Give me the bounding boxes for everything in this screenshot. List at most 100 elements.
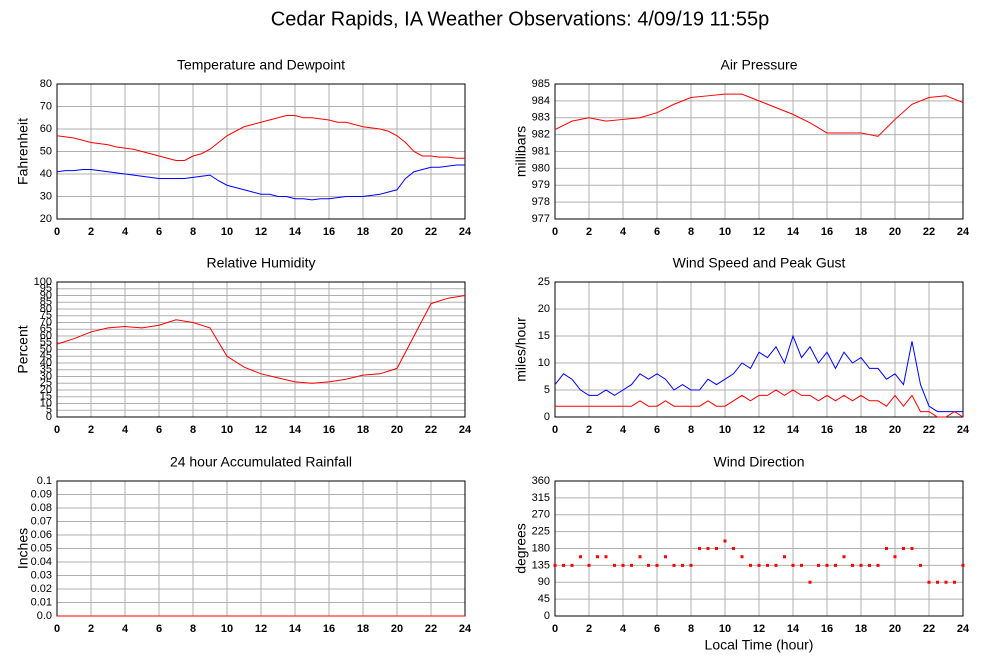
x-tick-label: 2 bbox=[88, 424, 94, 436]
point bbox=[902, 547, 905, 550]
plot-border bbox=[56, 281, 466, 418]
point bbox=[893, 555, 897, 559]
x-tick-label: 20 bbox=[391, 226, 403, 238]
point bbox=[953, 580, 956, 584]
point bbox=[553, 563, 557, 567]
x-tick-label: 0 bbox=[552, 623, 558, 635]
point bbox=[604, 555, 608, 559]
x-tick-label: 0 bbox=[54, 424, 60, 436]
x-tick-label: 0 bbox=[54, 623, 60, 635]
x-tick-label: 24 bbox=[957, 424, 970, 436]
y-tick-label: 80 bbox=[40, 78, 52, 90]
point bbox=[689, 563, 693, 567]
x-tick-label: 18 bbox=[855, 623, 867, 635]
x-tick-label: 24 bbox=[459, 226, 472, 238]
x-tick-label: 20 bbox=[391, 623, 403, 635]
x-tick-label: 14 bbox=[289, 424, 302, 436]
y-tick-label: 225 bbox=[532, 526, 550, 538]
y-tick-label: 45 bbox=[40, 350, 52, 362]
y-tick-label: 980 bbox=[532, 162, 550, 174]
y-tick-label: 40 bbox=[40, 357, 52, 369]
point bbox=[774, 563, 778, 567]
point bbox=[570, 563, 574, 567]
point bbox=[944, 580, 948, 584]
x-tick-label: 0 bbox=[552, 226, 558, 238]
point bbox=[723, 539, 727, 543]
x-tick-label: 18 bbox=[357, 226, 369, 238]
x-tick-label: 12 bbox=[753, 424, 765, 436]
point bbox=[868, 563, 871, 567]
series-line bbox=[555, 389, 964, 418]
y-tick-label: 30 bbox=[40, 370, 52, 382]
y-tick-label: 0.03 bbox=[31, 569, 52, 581]
x-tick-label: 24 bbox=[459, 623, 472, 635]
point bbox=[630, 563, 633, 567]
y-tick-label: 0 bbox=[544, 610, 550, 622]
x-tick-label: 6 bbox=[156, 226, 162, 238]
y-tick-label: 70 bbox=[40, 100, 52, 112]
x-tick-label: 14 bbox=[787, 226, 800, 238]
y-tick-label: 60 bbox=[40, 330, 52, 342]
x-tick-label: 6 bbox=[156, 623, 162, 635]
x-tick-label: 12 bbox=[753, 226, 765, 238]
point bbox=[783, 555, 786, 559]
x-tick-label: 16 bbox=[323, 424, 335, 436]
series-line bbox=[56, 295, 466, 384]
x-tick-label: 20 bbox=[889, 226, 901, 238]
x-tick-label: 18 bbox=[357, 424, 369, 436]
y-tick-label: 5 bbox=[544, 384, 550, 396]
x-tick-label: 20 bbox=[391, 424, 403, 436]
point bbox=[613, 563, 616, 567]
panel-title: 24 hour Accumulated Rainfall bbox=[170, 454, 352, 470]
point bbox=[851, 563, 854, 567]
point bbox=[885, 547, 888, 550]
y-tick-label: 0.01 bbox=[31, 596, 52, 608]
point bbox=[749, 563, 752, 567]
x-tick-label: 18 bbox=[855, 424, 867, 436]
point bbox=[655, 563, 659, 567]
y-tick-label: 15 bbox=[538, 330, 550, 342]
series-line bbox=[554, 93, 964, 137]
y-tick-label: 55 bbox=[40, 337, 52, 349]
x-tick-label: 10 bbox=[719, 226, 731, 238]
x-tick-label: 12 bbox=[255, 424, 267, 436]
x-tick-label: 4 bbox=[122, 226, 129, 238]
x-tick-label: 24 bbox=[957, 226, 970, 238]
x-tick-label: 0 bbox=[54, 226, 60, 238]
x-tick-label: 6 bbox=[654, 424, 660, 436]
series-line bbox=[56, 115, 465, 161]
y-tick-label: 90 bbox=[40, 289, 52, 301]
y-tick-label: 65 bbox=[40, 323, 52, 335]
x-tick-label: 12 bbox=[255, 623, 267, 635]
y-tick-label: 10 bbox=[40, 397, 52, 409]
x-tick-label: 14 bbox=[787, 424, 800, 436]
point bbox=[664, 555, 667, 559]
y-tick-label: 20 bbox=[538, 303, 550, 315]
x-tick-label: 24 bbox=[957, 623, 970, 635]
point bbox=[647, 563, 650, 567]
panel-title: Relative Humidity bbox=[207, 255, 316, 271]
y-tick-label: 0.08 bbox=[31, 502, 52, 514]
x-tick-label: 8 bbox=[190, 623, 196, 635]
x-tick-label: 6 bbox=[654, 226, 660, 238]
x-tick-label: 16 bbox=[821, 424, 833, 436]
y-tick-label: 95 bbox=[40, 283, 52, 295]
y-axis-label: degrees bbox=[513, 523, 529, 574]
point bbox=[562, 563, 565, 567]
y-tick-label: 70 bbox=[40, 316, 52, 328]
point bbox=[936, 580, 939, 584]
y-tick-label: 85 bbox=[40, 296, 52, 308]
x-tick-label: 22 bbox=[425, 424, 437, 436]
point bbox=[800, 563, 803, 567]
x-tick-label: 2 bbox=[586, 623, 592, 635]
x-tick-label: 18 bbox=[357, 623, 369, 635]
y-axis-label: Percent bbox=[15, 325, 31, 373]
y-tick-label: 45 bbox=[538, 593, 550, 605]
y-tick-label: 0.0 bbox=[37, 610, 52, 622]
point bbox=[817, 563, 820, 567]
x-tick-label: 22 bbox=[923, 424, 935, 436]
point bbox=[919, 563, 922, 567]
point bbox=[672, 563, 676, 567]
point bbox=[910, 547, 914, 550]
